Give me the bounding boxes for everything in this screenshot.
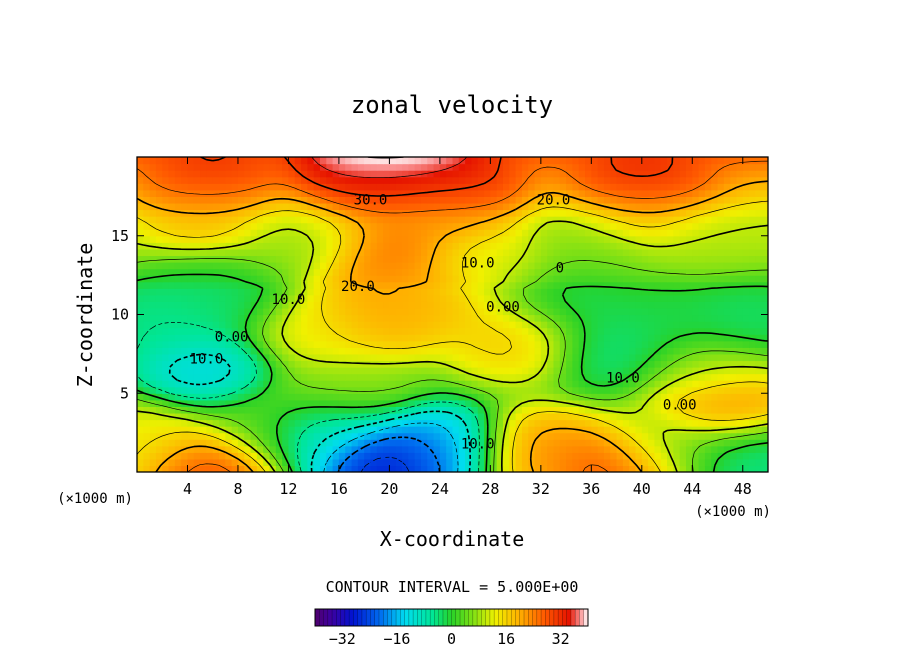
contour-labels: 30.0 20.0 20.0 10.0 10.0 0.00 0 0.00 10.0 10.0 0.0…: [190, 193, 697, 453]
x-axis-ticks: 4 8 12 16 20 24 28 32 36 40 44 48: [183, 157, 752, 498]
colorbar-frame: [314, 608, 589, 627]
contour-label: 10.0: [461, 437, 495, 453]
velocity-field: [137, 157, 768, 472]
y-tick-label: 15: [111, 227, 129, 245]
colorbar-tick-label: 0: [447, 630, 456, 648]
contour-label: 0.00: [663, 397, 697, 413]
contour--10: [168, 353, 471, 472]
contour--25: [360, 456, 410, 472]
contour-label: 20.0: [537, 193, 571, 209]
y-axis-ticks: 5 10 15: [111, 227, 768, 402]
x-tick-label: 8: [233, 480, 242, 498]
x-tick-label: 32: [532, 480, 550, 498]
x-tick-label: 36: [582, 480, 600, 498]
x-tick-label: 40: [633, 480, 651, 498]
contour-label: 10.0: [606, 371, 640, 387]
contour-interval-text: CONTOUR INTERVAL = 5.000E+00: [326, 578, 579, 596]
y-tick-label: 5: [120, 384, 129, 402]
x-tick-label: 4: [183, 480, 192, 498]
x-tick-label: 44: [683, 480, 701, 498]
x-tick-label: 24: [431, 480, 449, 498]
x-unit-right: (×1000 m): [695, 504, 771, 520]
colorbar-tick-label: −32: [329, 630, 356, 648]
colorbar-tick-label: 32: [552, 630, 570, 648]
x-tick-label: 16: [330, 480, 348, 498]
contour-15: [137, 200, 768, 472]
contour--15: [323, 422, 459, 472]
x-tick-label: 20: [380, 480, 398, 498]
contour-label: 0.00: [215, 330, 249, 346]
contour-25: [137, 160, 768, 472]
chart-title: zonal velocity: [351, 91, 553, 119]
x-axis-label: X-coordinate: [380, 527, 525, 551]
contour--5: [137, 322, 480, 472]
colorbar-ticks: −32 −16 0 16 32: [329, 630, 570, 648]
contour-10: [137, 220, 768, 472]
contour-label: 10.0: [461, 256, 495, 272]
contour-label: 0.00: [486, 300, 520, 316]
contour-label: 10.0: [272, 292, 306, 308]
contour-label: 10.0: [190, 352, 224, 368]
x-tick-label: 12: [279, 480, 297, 498]
colorbar-tick-label: 16: [497, 630, 515, 648]
contour-label: 30.0: [354, 193, 388, 209]
contour-lines: [137, 157, 768, 472]
y-tick-label: 10: [111, 306, 129, 324]
x-tick-label: 48: [734, 480, 752, 498]
contour-35: [311, 157, 468, 179]
contour-20: [137, 180, 768, 472]
contour-0: [137, 273, 768, 472]
x-tick-label: 28: [481, 480, 499, 498]
contour-5: [137, 258, 768, 472]
contour-label: 0: [556, 260, 564, 276]
x-unit-left: (×1000 m): [57, 491, 133, 507]
y-axis-label: Z-coordinate: [73, 243, 97, 388]
contour-30: [200, 157, 674, 197]
contour-label: 20.0: [341, 279, 375, 295]
colorbar: [315, 609, 589, 626]
colorbar-tick-label: −16: [383, 630, 410, 648]
